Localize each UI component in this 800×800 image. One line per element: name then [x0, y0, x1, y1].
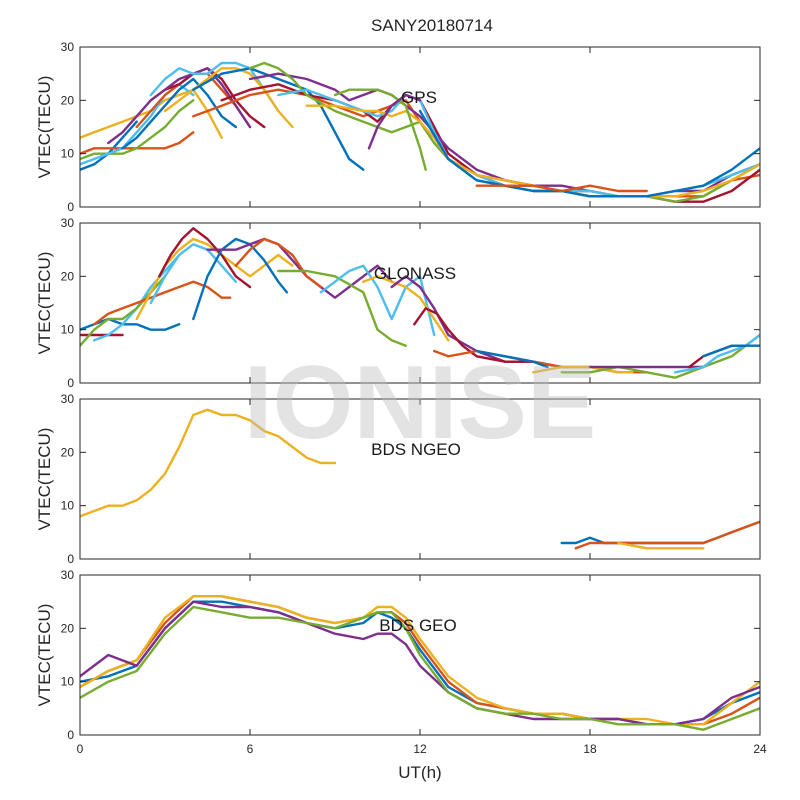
panel-3: 0 10 20 30 0 6 12 18 24 VTEC(TECU) BDS GEO	[35, 568, 767, 756]
series-line-5	[121, 77, 238, 150]
y-tick-label: 20	[61, 93, 75, 107]
series-line-15	[413, 307, 563, 369]
panel-2: 0 10 20 30 VTEC(TECU) BDS NGEO	[35, 392, 761, 566]
series-line-10	[163, 67, 294, 129]
series-line-19	[560, 333, 760, 379]
panel-1: 0 10 20 30 VTEC(TECU) GLONASS	[35, 216, 761, 390]
series-line-18	[333, 88, 427, 171]
series-line-9	[206, 237, 393, 299]
watermark: IONISE	[244, 345, 597, 461]
chart-title: SANY20180714	[371, 16, 493, 35]
series-line-11	[277, 269, 407, 347]
x-axis-label: UT(h)	[398, 763, 441, 782]
series-line-19	[367, 93, 422, 150]
y-tick-label: 20	[61, 445, 75, 459]
panel-label: BDS GEO	[379, 616, 456, 635]
series-line-4	[92, 280, 232, 326]
y-tick-label: 10	[61, 147, 75, 161]
plot-area	[80, 47, 760, 207]
y-axis-label: VTEC(TECU)	[35, 428, 54, 531]
panel-label: GLONASS	[374, 264, 456, 283]
series-line-21	[673, 333, 760, 374]
y-tick-label: 30	[61, 40, 75, 54]
series-line-12	[319, 264, 436, 337]
panel-label: BDS NGEO	[371, 440, 461, 459]
series-line-4	[80, 605, 760, 731]
y-tick-label: 30	[61, 568, 75, 582]
y-tick-label: 20	[61, 269, 75, 283]
series-group	[80, 595, 760, 731]
series-line-3	[617, 541, 705, 550]
x-tick-label: 24	[753, 742, 767, 756]
series-line-10	[234, 237, 322, 289]
series-line-20	[418, 109, 760, 198]
series-line-8	[107, 67, 252, 145]
series-line-2	[80, 595, 760, 726]
series-line-0	[80, 408, 337, 518]
y-tick-label: 0	[67, 552, 74, 566]
series-group	[80, 61, 760, 203]
y-tick-label: 20	[61, 621, 75, 635]
y-axis-label: VTEC(TECU)	[35, 252, 54, 355]
y-tick-label: 10	[61, 499, 75, 513]
y-tick-label: 10	[61, 675, 75, 689]
panel-0: 0 10 20 30 VTEC(TECU) GPS	[35, 40, 761, 214]
x-tick-label: 12	[413, 742, 427, 756]
y-tick-label: 0	[67, 376, 74, 390]
series-group	[80, 227, 760, 379]
y-tick-label: 10	[61, 323, 75, 337]
series-line-2	[574, 520, 760, 550]
series-line-9	[149, 61, 280, 113]
y-axis-label: VTEC(TECU)	[35, 604, 54, 707]
series-line-13	[362, 275, 450, 342]
plot-area	[80, 399, 760, 559]
y-tick-label: 0	[67, 728, 74, 742]
series-line-17	[305, 104, 760, 198]
y-tick-label: 30	[61, 392, 75, 406]
series-line-21	[475, 184, 648, 193]
x-tick-label: 18	[583, 742, 597, 756]
panel-label: GPS	[401, 88, 437, 107]
x-tick-label: 6	[247, 742, 254, 756]
series-line-3	[80, 600, 760, 726]
series-line-7	[158, 227, 252, 289]
series-line-17	[475, 349, 549, 369]
plot-area	[80, 223, 760, 383]
series-group	[80, 408, 760, 550]
y-tick-label: 0	[67, 200, 74, 214]
y-axis-label: VTEC(TECU)	[35, 76, 54, 179]
series-line-8	[192, 237, 288, 321]
series-line-3	[80, 99, 195, 161]
y-tick-label: 30	[61, 216, 75, 230]
series-line-23	[702, 344, 760, 358]
series-line-6	[149, 243, 238, 305]
panels: 0 10 20 30 VTEC(TECU) GPS 0 10 20 30 VTEC(TECU) GLO…	[35, 40, 767, 756]
x-tick-label: 0	[77, 742, 84, 756]
